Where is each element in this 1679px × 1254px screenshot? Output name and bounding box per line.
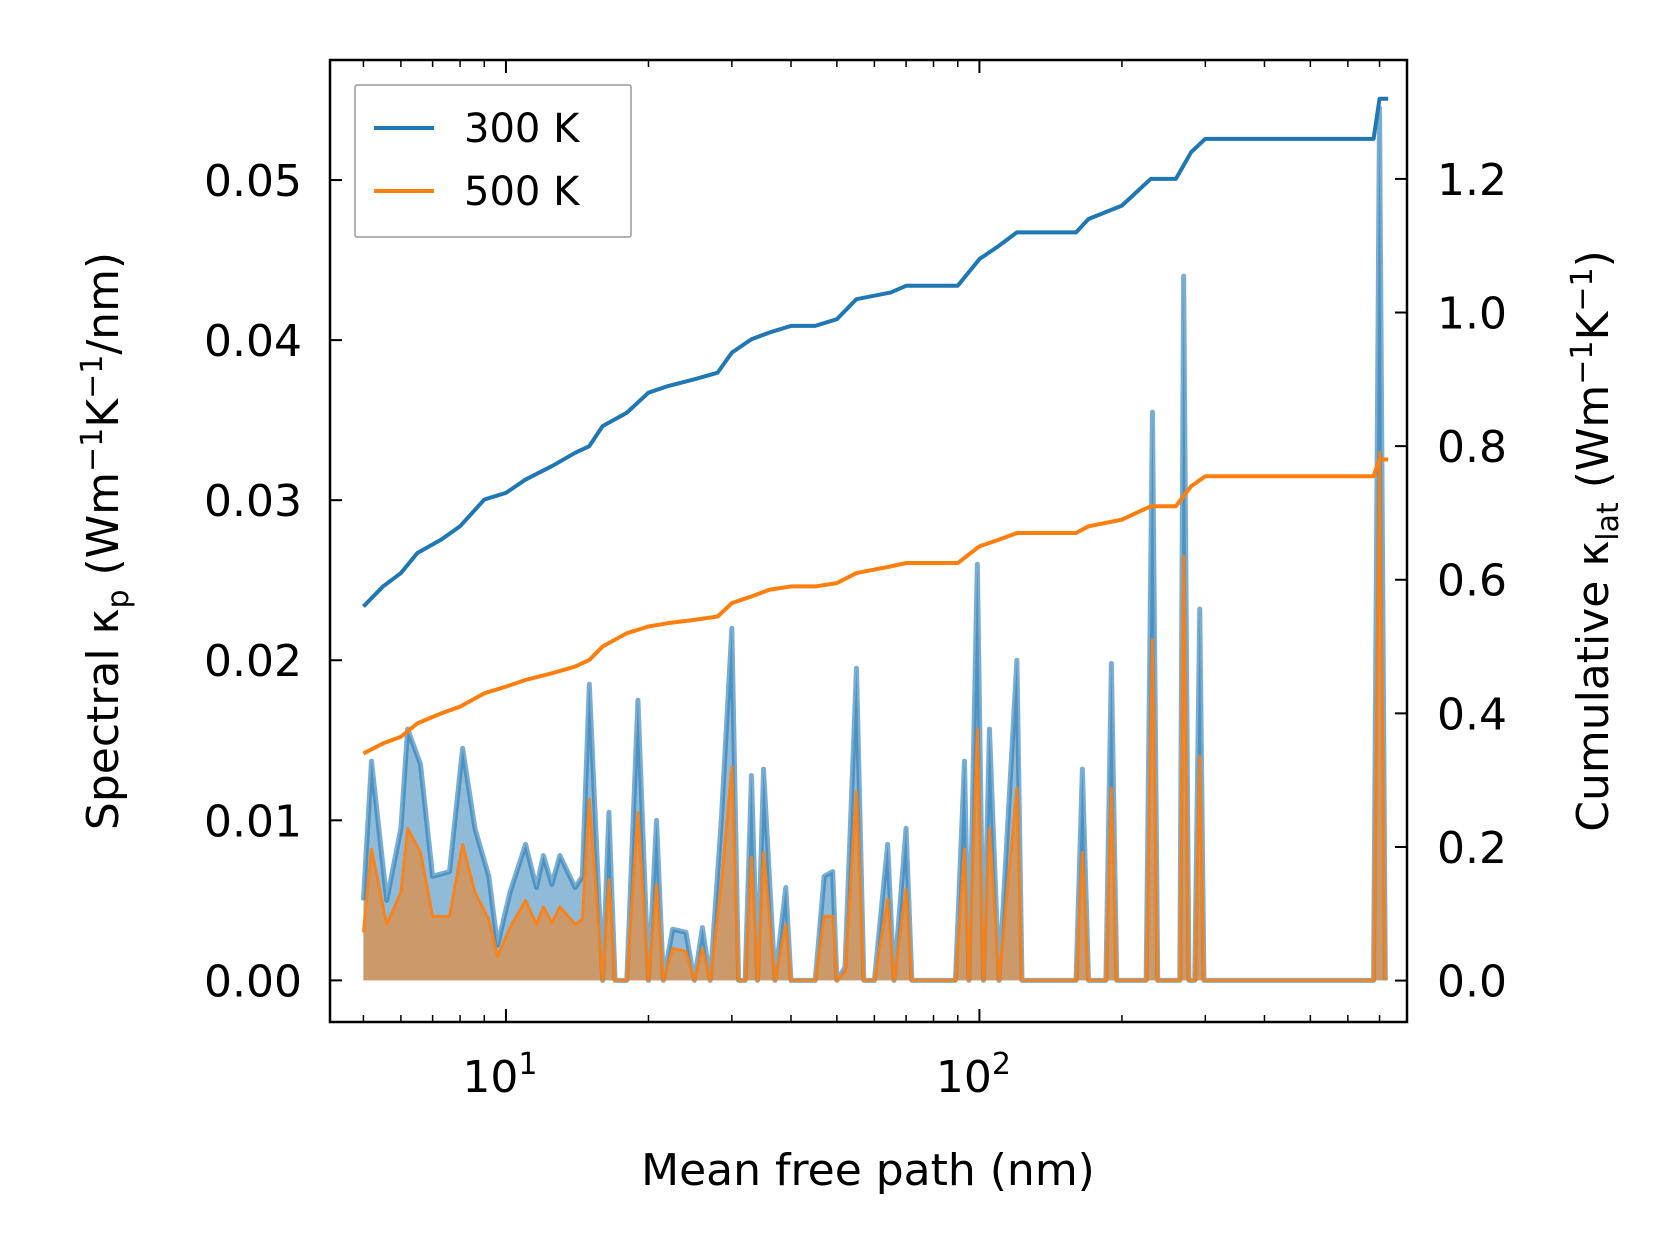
- y-axis-label-left: Spectral κp (Wm−1K−1/nm): [75, 252, 136, 830]
- y-left-tick-label: 0.01: [204, 796, 302, 847]
- legend-label-300k: 300 K: [464, 106, 581, 152]
- y-left-tick-label: 0.00: [204, 956, 302, 1007]
- x-axis-label: Mean free path (nm): [641, 1145, 1095, 1196]
- spectral-area-500k: [363, 452, 1386, 981]
- y-left-tick-label: 0.03: [204, 476, 302, 527]
- spectral-areas: [360, 105, 1388, 983]
- cumulative-line-500k: [362, 457, 1389, 756]
- y-right-tick-label: 0.8: [1437, 422, 1507, 473]
- cumulative-line-300k: [361, 96, 1389, 608]
- y-left-tick-label: 0.04: [204, 316, 302, 367]
- axis-ticks: 0.00 0.01 0.02 0.03 0.04 0.05 0.0 0.2 0.4 0.6 0.8 1…: [204, 60, 1507, 1103]
- cumulative-lines: [361, 96, 1389, 756]
- y-left-tick-label: 0.05: [204, 156, 302, 207]
- y-right-tick-label: 0.4: [1437, 689, 1507, 740]
- legend-box: [354, 84, 632, 238]
- y-right-tick-label: 0.0: [1437, 957, 1507, 1008]
- legend: 300 K 500 K: [354, 84, 632, 238]
- y-right-tick-label: 0.2: [1437, 823, 1507, 874]
- spectral-line-500k: [361, 450, 1387, 982]
- y-right-tick-label: 1.2: [1437, 155, 1507, 206]
- y-right-tick-label: 1.0: [1437, 289, 1507, 340]
- legend-label-500k: 500 K: [464, 169, 581, 215]
- y-right-tick-label: 0.6: [1437, 556, 1507, 607]
- y-axis-label-right: Cumulative κlat (Wm−1K−1): [1565, 250, 1626, 832]
- y-left-tick-label: 0.02: [204, 636, 302, 687]
- x-tick-label: 101: [462, 1047, 537, 1103]
- plot-frame: [328, 58, 1409, 1024]
- x-tick-label: 102: [936, 1047, 1011, 1103]
